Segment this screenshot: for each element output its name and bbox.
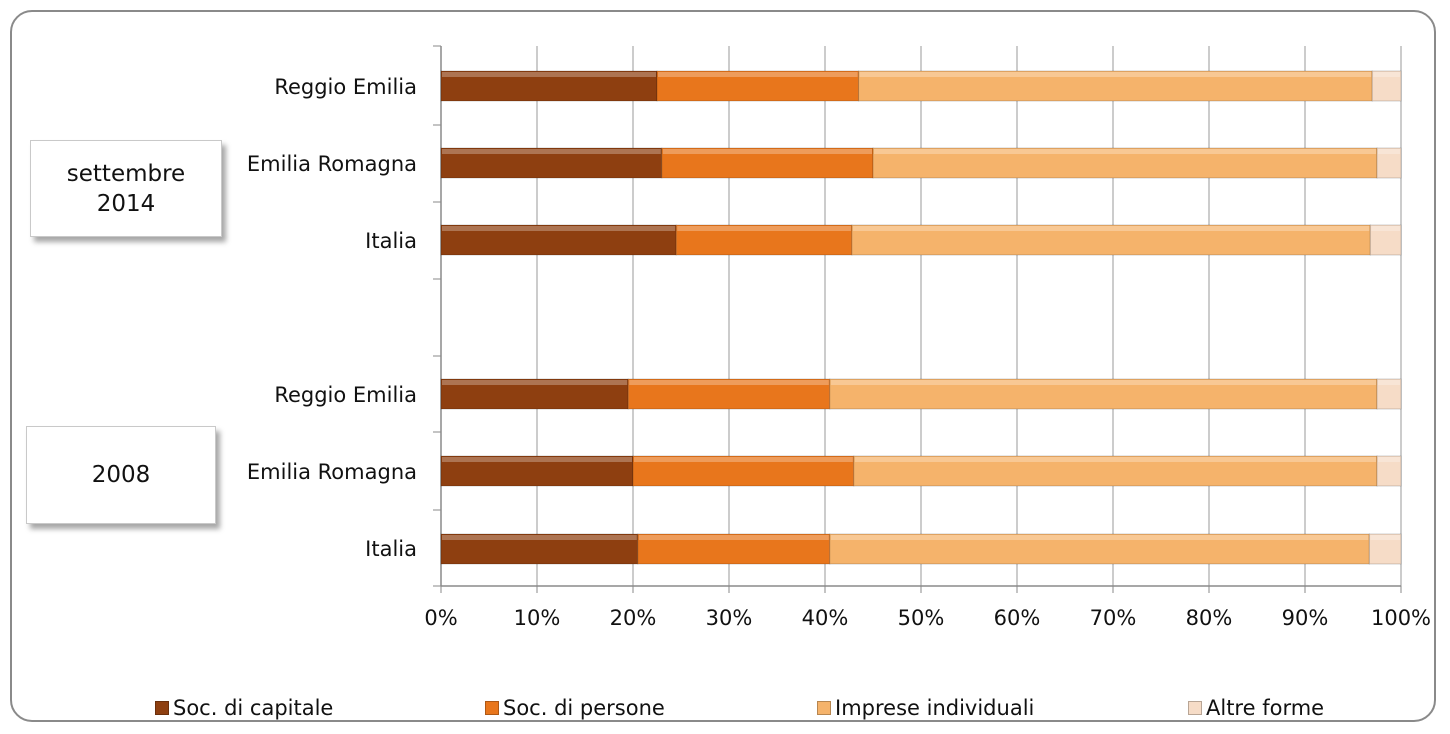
category-label: Italia	[365, 537, 417, 561]
bar-highlight	[830, 380, 1376, 385]
legend-swatch	[485, 701, 499, 715]
bar-highlight	[1378, 149, 1400, 154]
x-tick-label: 60%	[993, 606, 1041, 630]
category-label: Reggio Emilia	[274, 75, 417, 99]
bar-segment	[858, 70, 1373, 102]
bar-segment	[1369, 224, 1402, 256]
x-tick-label: 70%	[1089, 606, 1137, 630]
legend-label: Soc. di capitale	[173, 696, 334, 720]
bar-segment	[656, 70, 860, 102]
bar-highlight	[859, 72, 1372, 77]
group-label-2008: 2008	[26, 426, 216, 524]
x-tick-label: 0%	[424, 606, 458, 630]
bar-highlight	[442, 72, 656, 77]
x-tick-label: 40%	[801, 606, 849, 630]
legend-item-soc-capitale: Soc. di capitale	[155, 696, 333, 720]
legend-swatch	[1188, 701, 1202, 715]
bar-segment	[440, 224, 677, 256]
chart-frame	[10, 10, 1436, 722]
legend-item-imprese-individuali: Imprese individuali	[817, 696, 1034, 720]
legend-item-altre-forme: Altre forme	[1188, 696, 1324, 720]
bar-segment	[1376, 455, 1402, 487]
legend-item-soc-persone: Soc. di persone	[485, 696, 665, 720]
bar-highlight	[634, 457, 853, 462]
x-tick-label: 100%	[1370, 606, 1432, 630]
bar-segment	[829, 378, 1378, 410]
legend-swatch	[817, 701, 831, 715]
legend-swatch	[155, 701, 169, 715]
bar-highlight	[1378, 457, 1400, 462]
bar-segment	[1371, 70, 1402, 102]
bar-highlight	[442, 535, 637, 540]
group-label-2014: settembre 2014	[30, 140, 222, 237]
bar-segment	[661, 147, 874, 179]
bar-highlight	[677, 226, 851, 231]
bar-highlight	[1373, 72, 1400, 77]
bar-highlight	[638, 535, 829, 540]
x-tick-label: 50%	[897, 606, 945, 630]
bar-segment	[440, 533, 639, 565]
bar-highlight	[852, 226, 1370, 231]
bar-highlight	[854, 457, 1376, 462]
legend-label: Soc. di persone	[503, 696, 665, 720]
bar-segment	[853, 455, 1378, 487]
bar-segment	[440, 147, 663, 179]
bar-highlight	[442, 226, 676, 231]
bar-segment	[851, 224, 1371, 256]
bar-highlight	[629, 380, 829, 385]
x-tick-label: 20%	[609, 606, 657, 630]
category-label: Emilia Romagna	[246, 460, 417, 484]
category-label: Emilia Romagna	[246, 152, 417, 176]
legend-label: Imprese individuali	[835, 696, 1035, 720]
bar-segment	[440, 378, 629, 410]
bar-highlight	[1378, 380, 1400, 385]
bar-segment	[1368, 533, 1402, 565]
bar-highlight	[830, 535, 1369, 540]
bar-highlight	[442, 149, 661, 154]
legend-label: Altre forme	[1206, 696, 1325, 720]
bar-segment	[440, 455, 634, 487]
bar-segment	[1376, 147, 1402, 179]
bar-highlight	[442, 380, 628, 385]
x-tick-label: 80%	[1185, 606, 1233, 630]
bar-segment	[872, 147, 1378, 179]
bar-segment	[1376, 378, 1402, 410]
bar-highlight	[658, 72, 858, 77]
category-label: Reggio Emilia	[274, 383, 417, 407]
x-tick-label: 10%	[513, 606, 561, 630]
bar-segment	[675, 224, 853, 256]
bar-highlight	[874, 149, 1376, 154]
bar-segment	[440, 70, 658, 102]
bar-highlight	[442, 457, 632, 462]
bar-highlight	[1370, 535, 1400, 540]
x-tick-label: 30%	[705, 606, 753, 630]
bar-highlight	[1371, 226, 1400, 231]
bar-highlight	[662, 149, 872, 154]
category-label: Italia	[365, 229, 417, 253]
bar-segment	[829, 533, 1370, 565]
x-tick-label: 90%	[1281, 606, 1329, 630]
